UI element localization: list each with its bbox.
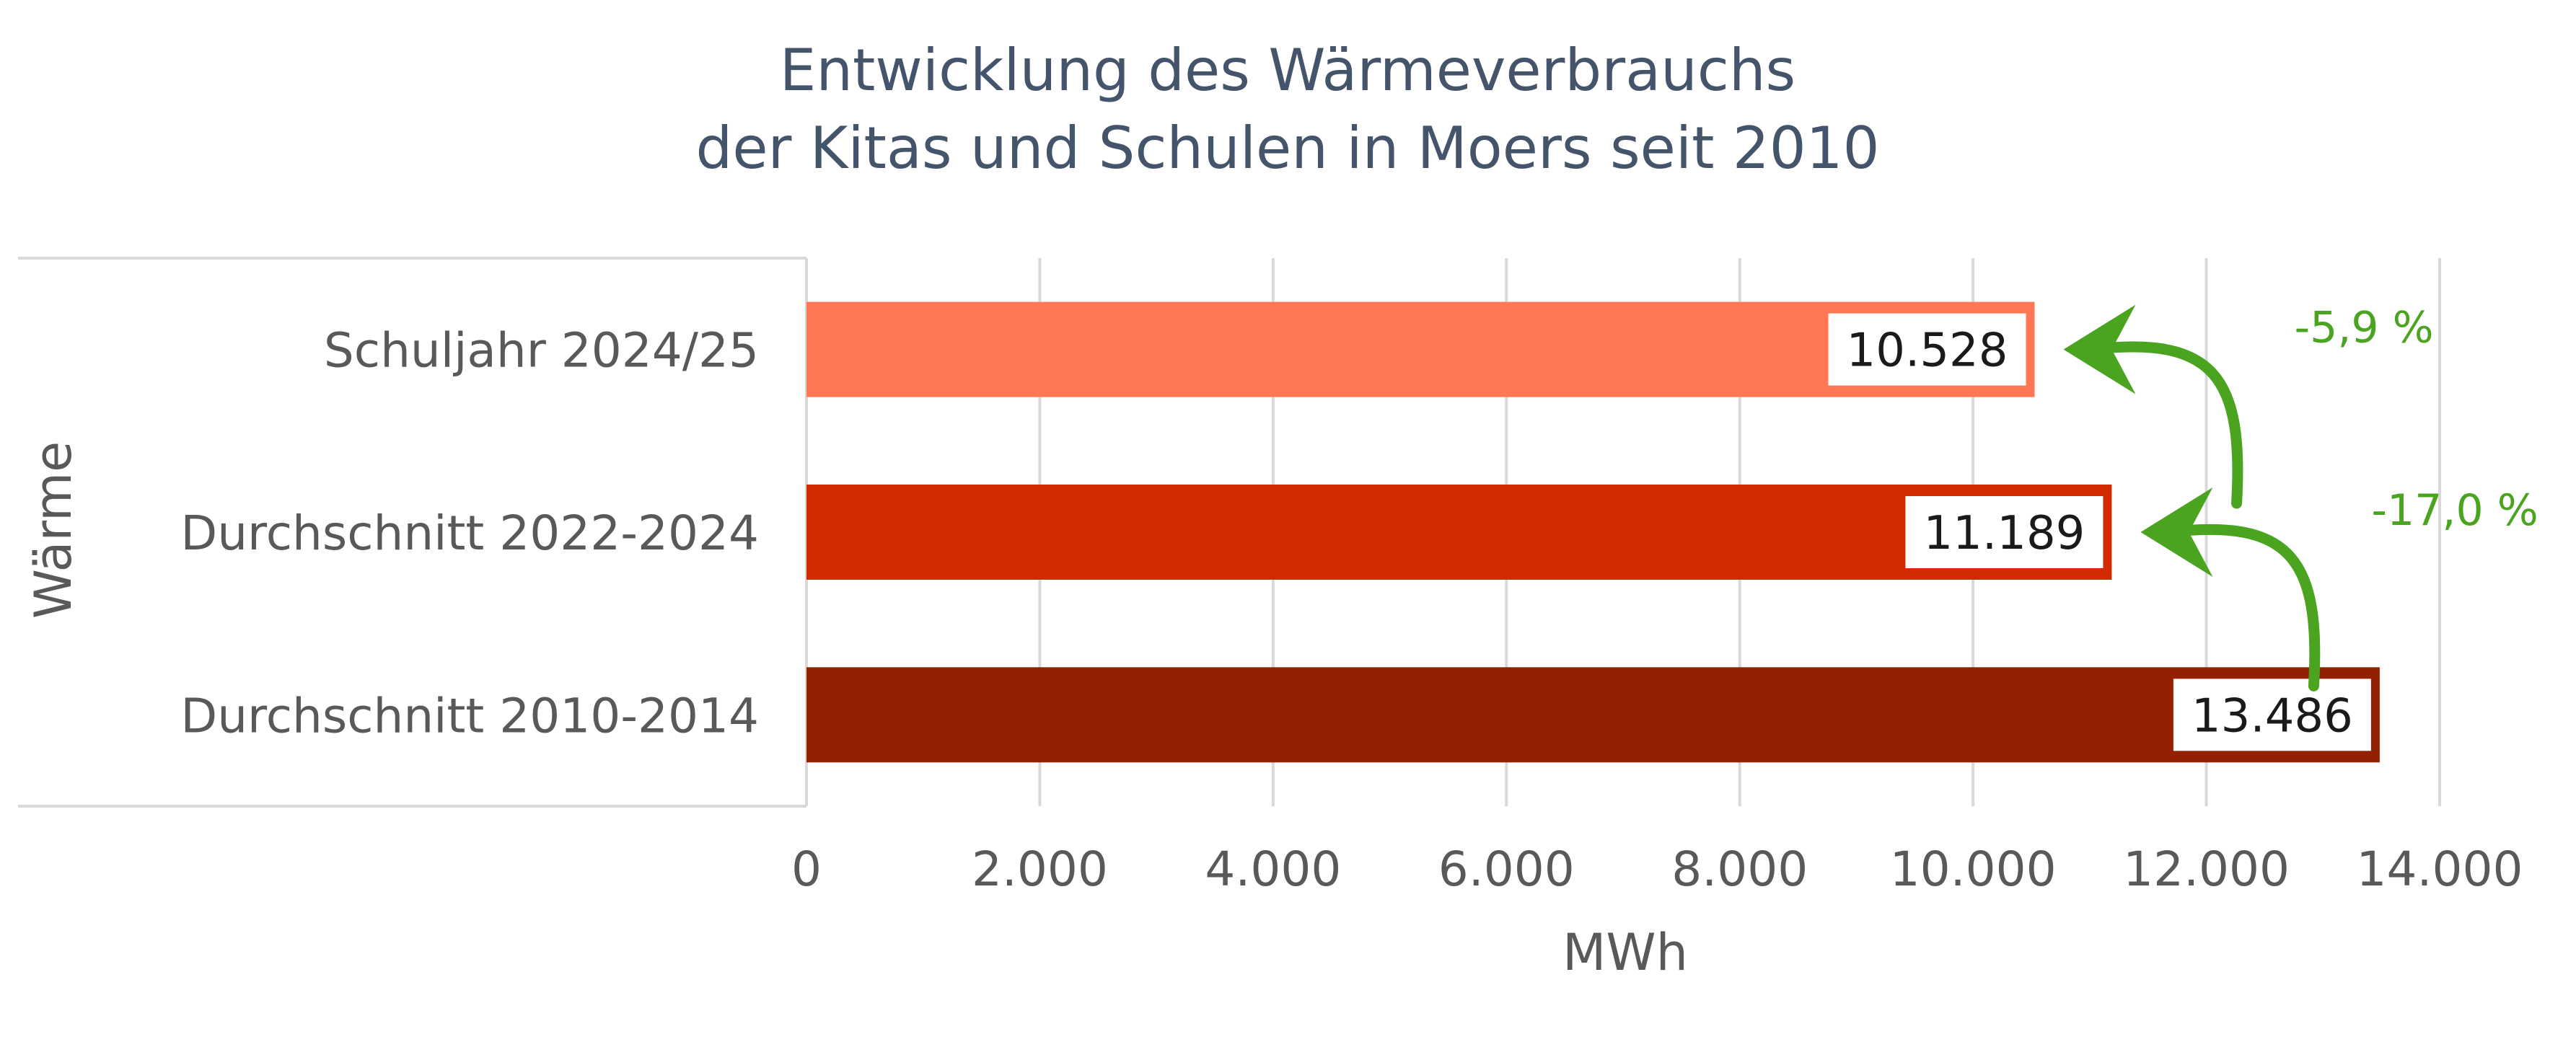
x-tick-label: 12.000	[2123, 841, 2290, 897]
chart-title-line: Entwicklung des Wärmeverbrauchs	[780, 37, 1795, 104]
arrow-head-icon	[2140, 487, 2213, 577]
x-tick-label: 10.000	[1890, 841, 2057, 897]
value-labels: 10.528 11.189 13.486	[1828, 313, 2371, 751]
category-label: Schuljahr 2024/25	[324, 323, 759, 379]
annotation-arrow	[2163, 524, 2321, 692]
change-annotation: -17,0 %	[2371, 485, 2538, 536]
x-tick-label: 2.000	[972, 841, 1108, 897]
x-tick-label: 8.000	[1671, 841, 1808, 897]
chart-title: Entwicklung des Wärmeverbrauchs der Kitas…	[696, 37, 1880, 182]
change-annotation: -5,9 %	[2295, 303, 2434, 353]
value-label-box	[1905, 496, 2104, 568]
x-tick-label: 4.000	[1205, 841, 1341, 897]
bar	[806, 667, 2380, 763]
category-label: Durchschnitt 2010-2014	[180, 688, 759, 743]
arrow-head-icon	[2063, 304, 2136, 394]
value-label-box	[2173, 679, 2371, 751]
x-tick-label: 14.000	[2357, 841, 2523, 897]
category-label: Durchschnitt 2022-2024	[180, 505, 759, 561]
x-axis-title: MWh	[1562, 923, 1688, 982]
value-label: 11.189	[1923, 507, 2085, 560]
value-label: 13.486	[2192, 689, 2353, 743]
annotations: -5,9 % -17,0 %	[2063, 303, 2538, 692]
bar	[806, 485, 2112, 580]
x-tick-label: 0	[791, 841, 822, 897]
value-label-box	[1828, 313, 2026, 386]
group-label: Wärme	[24, 441, 83, 619]
chart-title-line: der Kitas und Schulen in Moers seit 2010	[696, 115, 1880, 182]
x-tick-labels: 0 2.000 4.000 6.000 8.000 10.000 12.000 14.000	[791, 841, 2523, 897]
annotation-arrow	[2087, 341, 2243, 509]
category-labels: Schuljahr 2024/25 Durchschnitt 2022-2024 D…	[180, 323, 759, 744]
x-tick-label: 6.000	[1438, 841, 1575, 897]
value-label: 10.528	[1847, 324, 2008, 378]
